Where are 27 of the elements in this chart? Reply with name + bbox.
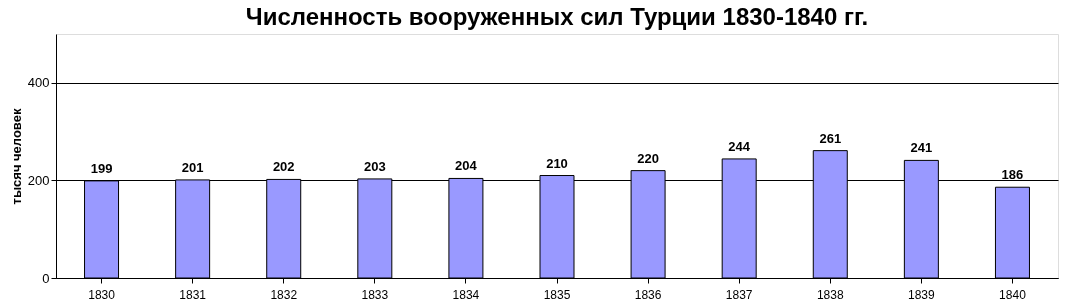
- chart-title: Численность вооруженных сил Турции 1830-1840 гг.: [245, 3, 869, 30]
- y-tick-label: 400: [27, 75, 50, 91]
- x-tick-label: 1836: [634, 287, 662, 302]
- data-label: 186: [1001, 167, 1024, 183]
- y-tick-label: 200: [27, 172, 50, 188]
- data-label: 201: [181, 159, 204, 175]
- x-tick-label: 1839: [908, 287, 936, 302]
- data-label: 241: [910, 140, 933, 156]
- x-tick-label: 1840: [999, 287, 1027, 302]
- data-label: 210: [546, 155, 568, 171]
- x-tick-label: 1832: [270, 287, 298, 302]
- x-tick-label: 1835: [543, 287, 571, 302]
- data-label: 203: [363, 158, 386, 174]
- x-tick-label: 1833: [361, 287, 389, 302]
- data-label: 204: [455, 158, 478, 174]
- x-tick-label: 1838: [816, 287, 844, 302]
- x-tick-label: 1834: [452, 287, 480, 302]
- x-tick-label: 1831: [179, 287, 207, 302]
- y-axis-title: тысяч человек: [8, 108, 24, 205]
- data-label: 199: [90, 160, 113, 176]
- data-label: 220: [637, 150, 659, 166]
- x-tick-label: 1830: [88, 287, 116, 302]
- data-label: 244: [728, 138, 751, 154]
- data-label: 261: [819, 130, 842, 146]
- data-label: 202: [272, 159, 295, 175]
- x-tick-label: 1837: [725, 287, 753, 302]
- y-tick-label: 0: [42, 270, 50, 286]
